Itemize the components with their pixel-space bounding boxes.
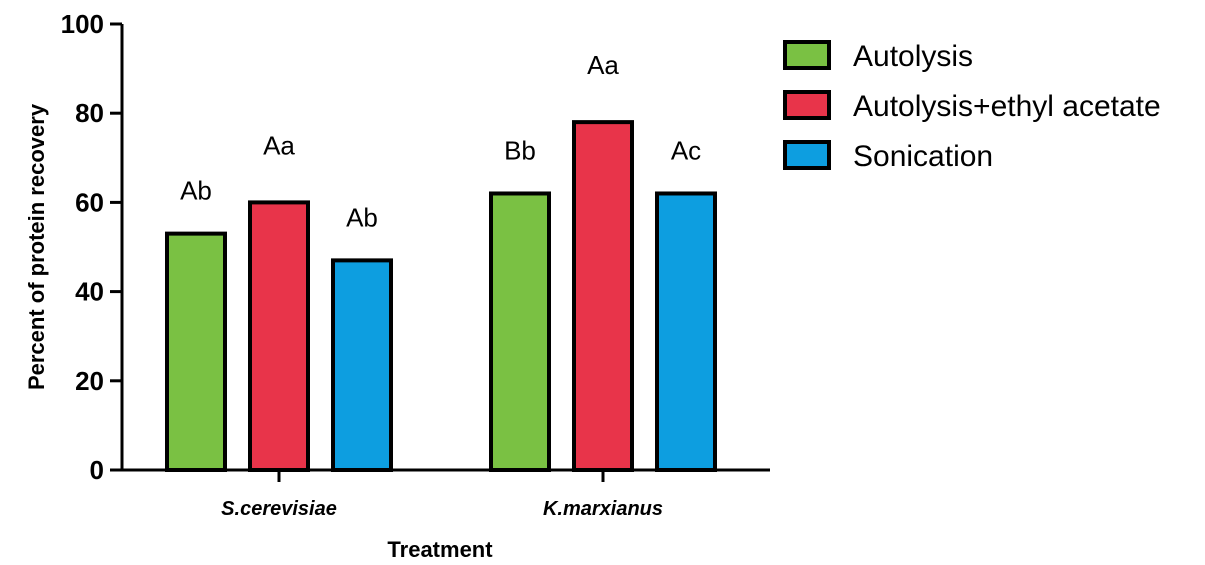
bar-autolysis-ethyl-acetate-s-cerevisiae (248, 200, 310, 472)
legend-label: Sonication (853, 140, 993, 173)
bar-significance-label: Bb (504, 135, 536, 165)
bars-group (165, 120, 717, 473)
y-tick-label: 60 (75, 187, 104, 217)
x-axis-title: Treatment (387, 537, 493, 562)
legend-label: Autolysis (853, 40, 973, 73)
bar-sonication-k-marxianus (655, 191, 717, 472)
y-axis-title: Percent of protein recovery (24, 103, 49, 390)
x-category-label: S.cerevisiae (221, 498, 337, 520)
legend-swatch (783, 90, 831, 120)
bar-significance-label: Ab (180, 176, 212, 206)
y-tick-label: 40 (75, 277, 104, 307)
y-tick-label: 20 (75, 366, 104, 396)
legend: Autolysis Autolysis+ethyl acetate Sonicati… (783, 40, 1161, 173)
y-tick-label: 80 (75, 98, 104, 128)
bar-significance-label: Ac (671, 135, 701, 165)
x-ticks-group: S.cerevisiae K.marxianus (221, 470, 663, 520)
y-ticks-group: 0 20 40 60 80 100 (61, 9, 122, 485)
y-tick-label: 0 (90, 455, 104, 485)
bar-autolysis-s-cerevisiae (165, 231, 227, 472)
bar-autolysis-ethyl-acetate-k-marxianus (572, 120, 634, 473)
legend-label: Autolysis+ethyl acetate (853, 90, 1161, 123)
bar-significance-label: Aa (587, 50, 619, 80)
bar-significance-label: Ab (346, 202, 378, 232)
bar-autolysis-k-marxianus (489, 191, 551, 472)
bar-significance-label: Aa (263, 130, 295, 160)
legend-swatch (783, 140, 831, 170)
x-category-label: K.marxianus (543, 498, 663, 520)
bar-labels-group: Ab Aa Ab Bb Aa Ac (180, 50, 701, 232)
y-tick-label: 100 (61, 9, 104, 39)
bar-sonication-s-cerevisiae (331, 258, 393, 472)
legend-swatch (783, 40, 831, 70)
